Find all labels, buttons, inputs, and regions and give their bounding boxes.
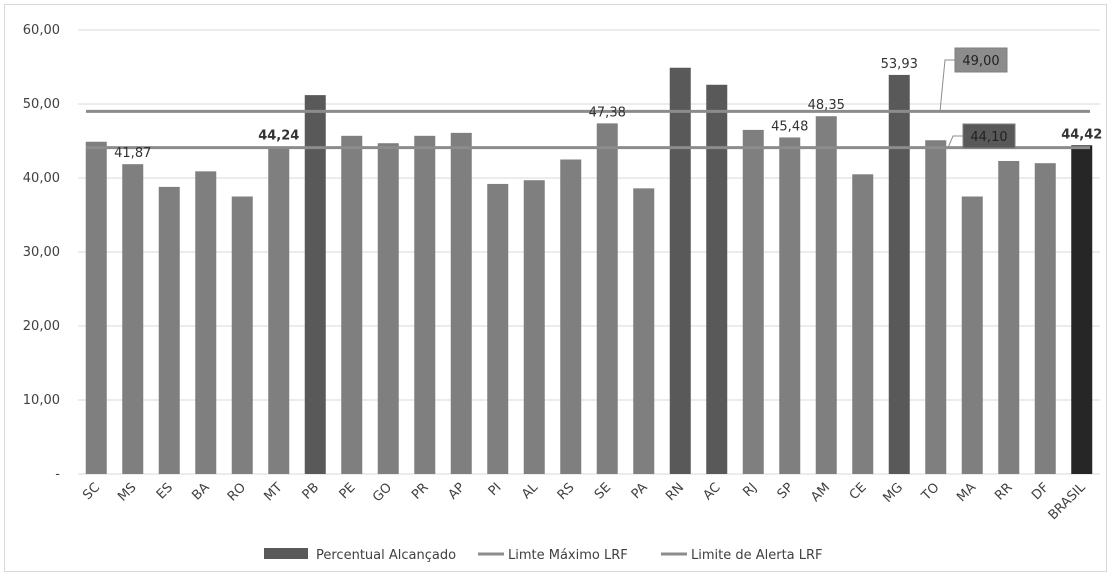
x-tick-label: CE [847, 480, 870, 503]
data-label-se: 47,38 [589, 105, 626, 120]
bar-ac [706, 84, 728, 474]
bar-brasil [1071, 145, 1093, 475]
bar-rs [560, 159, 582, 474]
x-tick-label: SE [592, 480, 614, 502]
chart-frame [4, 4, 1107, 572]
y-tick-label: 30,00 [23, 245, 60, 260]
x-tick-label: BRASIL [1046, 480, 1089, 523]
bar-to [925, 140, 947, 474]
bar-ma [961, 196, 983, 474]
x-tick-label: PR [409, 480, 432, 503]
x-tick-label: MA [954, 480, 979, 505]
y-tick-label: 40,00 [23, 171, 60, 186]
bar-rj [742, 129, 764, 474]
x-tick-label: PA [629, 480, 651, 502]
bar-df [1034, 163, 1056, 474]
bar-ro [231, 196, 253, 474]
x-tick-label: RS [555, 480, 578, 503]
x-tick-label: BA [189, 480, 212, 503]
x-tick-label: MT [261, 480, 285, 504]
bar-mt [268, 146, 290, 474]
bar-am [815, 116, 837, 475]
x-tick-label: RJ [740, 480, 760, 500]
x-tick-label: DF [1029, 480, 1052, 503]
data-label-ms: 41,87 [114, 146, 151, 161]
bar-pa [633, 188, 655, 475]
bar-mg [888, 74, 910, 474]
y-tick-label: 20,00 [23, 319, 60, 334]
bar-ms [122, 164, 144, 475]
x-tick-label: AP [446, 480, 469, 503]
y-tick-label: 60,00 [23, 23, 60, 38]
legend-max-limit-label: Limte Máximo LRF [508, 548, 628, 563]
max-limit-callout-box [954, 47, 1008, 73]
bar-pe [341, 135, 363, 474]
bar-pi [487, 183, 509, 475]
x-tick-label: RO [225, 480, 249, 504]
x-tick-label: PE [337, 480, 359, 502]
bar-rr [998, 160, 1020, 475]
bar-al [523, 180, 545, 474]
x-tick-label: GO [370, 480, 395, 505]
legend-alert-limit-label: Limite de Alerta LRF [691, 548, 823, 563]
bar-sp [779, 137, 801, 474]
x-tick-label: SC [80, 480, 103, 503]
x-tick-label: AL [519, 480, 542, 503]
legend-percentual-label: Percentual Alcançado [316, 548, 456, 563]
data-label-mg: 53,93 [881, 57, 918, 72]
bar-ba [195, 171, 217, 474]
y-tick-label: - [55, 467, 60, 482]
bar-es [158, 186, 180, 474]
x-tick-label: ES [154, 480, 176, 502]
x-tick-label: AC [700, 480, 723, 503]
data-label-sp: 45,48 [771, 119, 808, 134]
data-label-brasil: 44,42 [1061, 127, 1102, 142]
max-limit-callout-label: 49,00 [962, 54, 999, 69]
y-tick-label: 10,00 [23, 393, 60, 408]
alert-limit-callout-box [962, 123, 1016, 149]
legend-percentual-swatch [264, 548, 308, 559]
x-tick-label: SP [775, 480, 797, 502]
y-tick-label: 50,00 [23, 97, 60, 112]
alert-limit-callout-label: 44,10 [970, 130, 1007, 145]
x-tick-label: RR [992, 480, 1015, 503]
max-limit-callout-leader [939, 59, 955, 112]
x-tick-label: AM [808, 480, 833, 505]
bar-pb [304, 95, 326, 475]
x-tick-label: MS [115, 480, 139, 504]
x-tick-label: RN [663, 480, 687, 504]
bar-pr [414, 135, 436, 474]
bar-se [596, 123, 618, 474]
data-label-mt: 44,24 [258, 129, 299, 144]
x-tick-label: MG [880, 480, 906, 506]
x-tick-label: PI [486, 480, 505, 499]
bar-go [377, 143, 399, 474]
alert-limit-callout-leader [947, 135, 963, 148]
bar-sc [85, 141, 107, 475]
bar-rn [669, 67, 691, 475]
x-tick-label: PB [300, 480, 322, 502]
bar-ap [450, 132, 472, 475]
data-label-am: 48,35 [808, 98, 845, 113]
x-tick-label: TO [918, 480, 942, 504]
bar-ce [852, 174, 874, 475]
